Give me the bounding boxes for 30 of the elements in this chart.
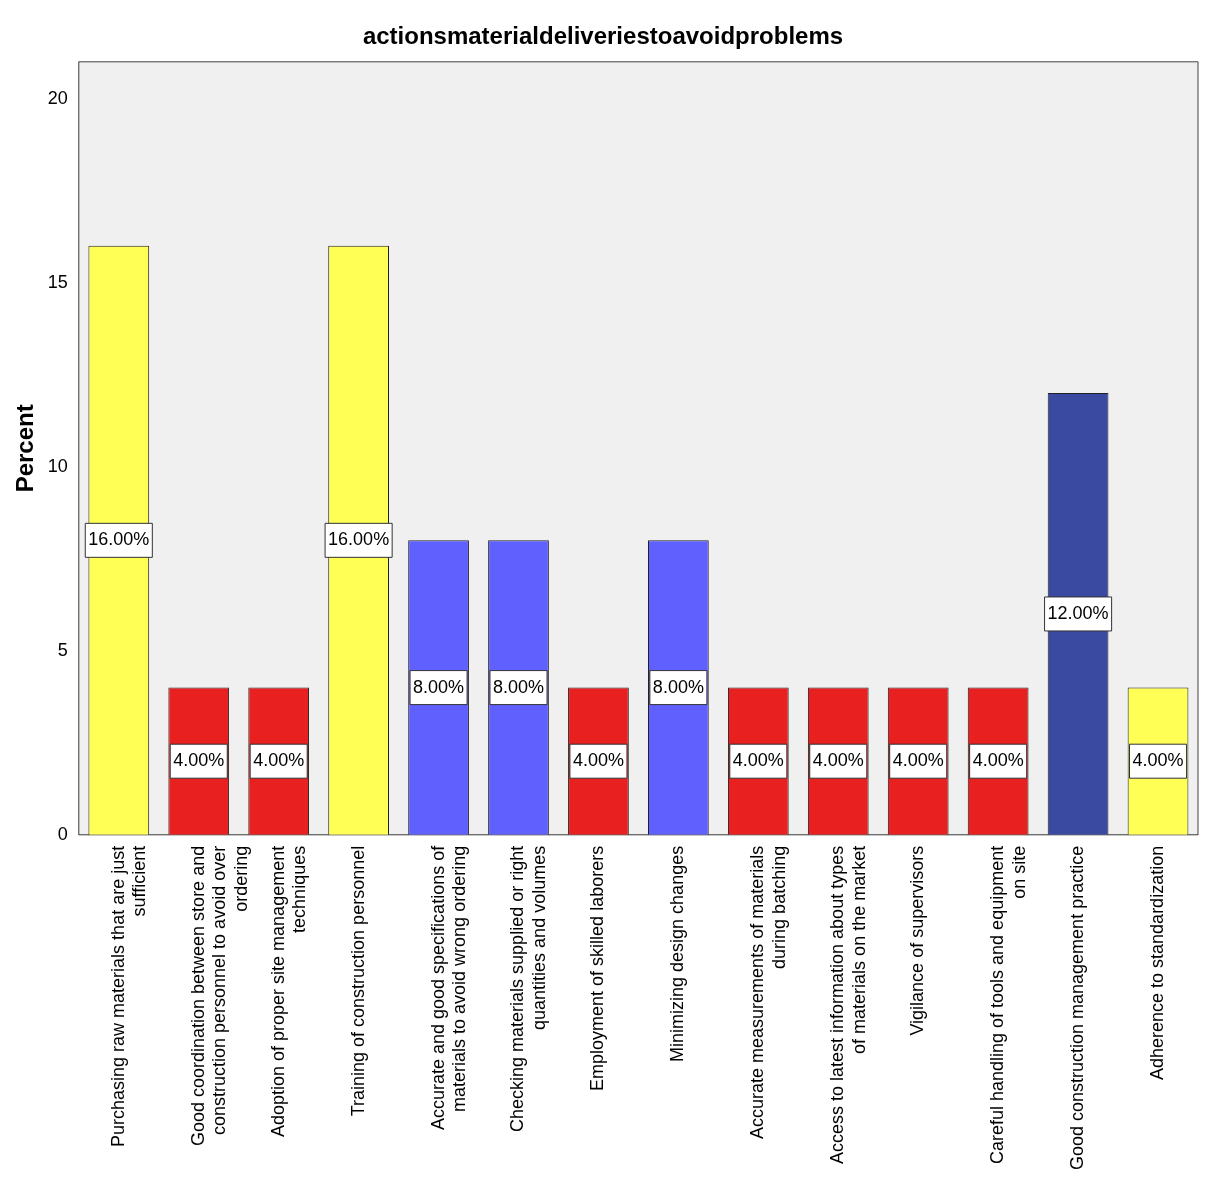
x-tick-label: Employment of skilled laborers (587, 845, 608, 1091)
x-tick-label: Minimizing design changes (667, 845, 688, 1062)
data-label: 8.00% (492, 676, 545, 697)
x-tick-label: Purchasing raw materials that are just sufficient (107, 845, 150, 1147)
data-label: 16.00% (328, 529, 390, 550)
x-tick-label: Vigilance of supervisors (907, 845, 928, 1036)
data-label: 4.00% (253, 750, 305, 771)
data-label: 12.00% (1047, 602, 1109, 623)
x-tick-label: Accurate measurements of materials during batching (747, 845, 789, 1139)
data-label: 4.00% (173, 750, 225, 771)
data-label: 8.00% (413, 676, 465, 697)
data-label: 16.00% (88, 529, 150, 550)
y-tick-label: 20 (47, 87, 68, 108)
data-label: 4.00% (1132, 750, 1184, 771)
data-label: 4.00% (892, 750, 944, 771)
y-tick-label: 10 (47, 455, 68, 476)
data-label: 4.00% (972, 750, 1024, 771)
chart-title: actionsmaterialdeliveriestoavoidproblems (362, 22, 844, 50)
y-tick-label: 15 (47, 271, 68, 292)
x-tick-label: Good construction management practice (1067, 845, 1088, 1171)
data-label: 8.00% (652, 676, 704, 697)
y-axis-title: Percent (11, 404, 39, 493)
data-label: 4.00% (572, 750, 624, 771)
data-label: 4.00% (812, 750, 864, 771)
data-label: 4.00% (732, 750, 784, 771)
x-tick-label: Careful handling of tools and equipment on site (987, 845, 1029, 1165)
y-tick-label: 0 (57, 823, 68, 844)
x-tick-label: Adherence to standardization (1147, 845, 1167, 1080)
x-tick-label: Training of construction personnel (347, 845, 368, 1117)
y-tick-label: 5 (57, 639, 68, 660)
